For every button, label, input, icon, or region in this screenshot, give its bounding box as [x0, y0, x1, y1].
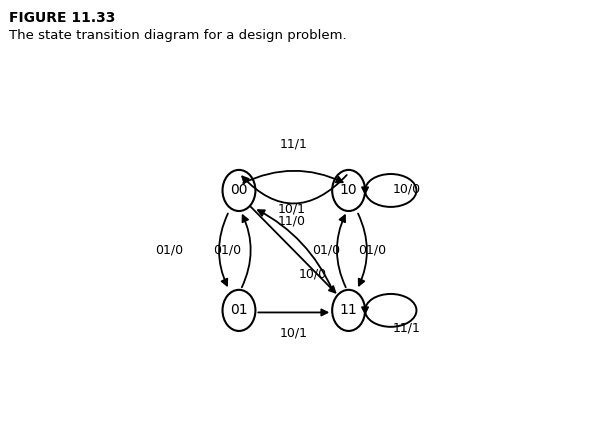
Text: 10: 10	[340, 183, 358, 198]
Text: 01/0: 01/0	[312, 244, 340, 257]
Text: 01/0: 01/0	[155, 244, 183, 257]
Text: 01/0: 01/0	[359, 244, 386, 257]
Text: 10/1: 10/1	[278, 203, 306, 216]
Text: 01/0: 01/0	[213, 244, 241, 257]
Text: FIGURE 11.33: FIGURE 11.33	[9, 11, 115, 25]
Text: 10/1: 10/1	[280, 326, 308, 339]
Text: 10/0: 10/0	[299, 268, 327, 281]
Text: 11/1: 11/1	[393, 321, 421, 334]
Text: 01: 01	[230, 303, 248, 317]
Text: 10/0: 10/0	[393, 182, 421, 195]
Text: The state transition diagram for a design problem.: The state transition diagram for a desig…	[9, 29, 347, 42]
Text: 00: 00	[230, 183, 248, 198]
Text: 11: 11	[340, 303, 358, 317]
Text: 11/0: 11/0	[278, 215, 306, 228]
Text: 11/1: 11/1	[280, 138, 308, 151]
